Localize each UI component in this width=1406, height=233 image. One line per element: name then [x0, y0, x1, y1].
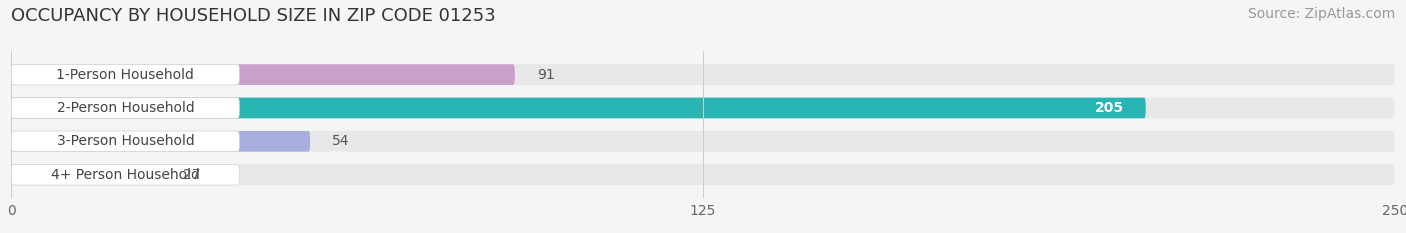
- Text: 2-Person Household: 2-Person Household: [56, 101, 194, 115]
- FancyBboxPatch shape: [11, 164, 1395, 185]
- Text: 4+ Person Household: 4+ Person Household: [51, 168, 200, 182]
- FancyBboxPatch shape: [11, 64, 515, 85]
- FancyBboxPatch shape: [11, 164, 239, 185]
- Text: 91: 91: [537, 68, 555, 82]
- FancyBboxPatch shape: [11, 131, 1395, 152]
- Text: OCCUPANCY BY HOUSEHOLD SIZE IN ZIP CODE 01253: OCCUPANCY BY HOUSEHOLD SIZE IN ZIP CODE …: [11, 7, 496, 25]
- FancyBboxPatch shape: [11, 98, 239, 118]
- Text: 3-Person Household: 3-Person Household: [56, 134, 194, 148]
- FancyBboxPatch shape: [11, 64, 1395, 85]
- FancyBboxPatch shape: [11, 98, 1146, 118]
- FancyBboxPatch shape: [11, 164, 160, 185]
- FancyBboxPatch shape: [11, 98, 1395, 118]
- FancyBboxPatch shape: [11, 131, 311, 152]
- FancyBboxPatch shape: [11, 64, 239, 85]
- Text: 27: 27: [183, 168, 200, 182]
- Text: 54: 54: [332, 134, 350, 148]
- Text: Source: ZipAtlas.com: Source: ZipAtlas.com: [1247, 7, 1395, 21]
- Text: 1-Person Household: 1-Person Household: [56, 68, 194, 82]
- FancyBboxPatch shape: [11, 131, 239, 152]
- Text: 205: 205: [1094, 101, 1123, 115]
